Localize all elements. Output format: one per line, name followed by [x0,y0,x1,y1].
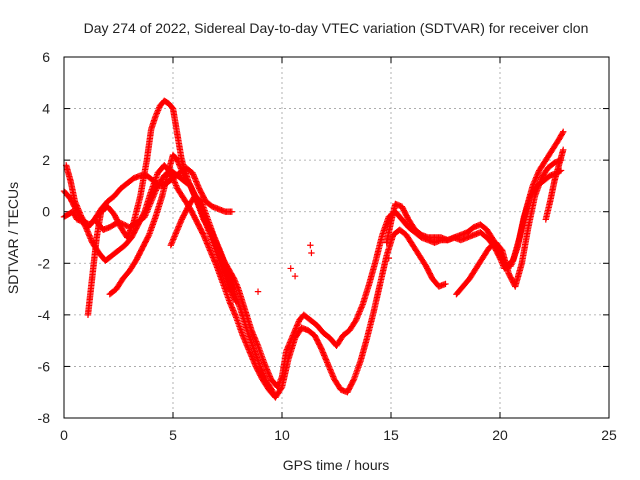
data-point [169,237,176,245]
data-point [171,233,178,240]
data-point [269,387,276,395]
data-point [172,180,179,188]
data-point [559,129,566,137]
series-track-g [383,128,567,270]
data-point [287,265,294,272]
data-point [385,254,393,262]
data-point [228,208,236,215]
data-point [145,233,152,240]
data-point [153,110,161,117]
series-isolated-points [254,242,393,295]
data-point [350,377,357,384]
data-point [168,239,176,246]
y-tick-label: 0 [42,204,50,220]
data-point [277,385,285,392]
x-tick-label: 15 [383,427,399,443]
data-point [171,179,179,186]
data-point [152,188,159,196]
data-point [307,242,314,249]
data-point [152,111,160,119]
data-point [442,280,449,288]
y-axis-label: SDTVAR / TECUs [5,182,21,294]
data-point [170,236,177,243]
y-tick-label: -6 [38,358,51,374]
x-tick-label: 10 [274,427,290,443]
x-tick-label: 0 [60,427,68,443]
data-point [153,185,160,193]
data-point [150,191,158,198]
data-point [151,190,158,197]
plot-frame [63,56,610,419]
x-tick-label: 20 [492,427,508,443]
y-tick-label: 4 [42,101,50,117]
data-point [152,113,159,120]
series-track-i [542,146,567,223]
chart-title: Day 274 of 2022, Sidereal Day-to-day VTE… [84,20,589,36]
data-point [170,234,178,242]
x-axis-label: GPS time / hours [283,457,390,473]
series-track-f [167,193,277,396]
data-point [168,240,175,247]
y-tick-label: 6 [42,49,50,65]
series-track-h [453,156,565,298]
data-point [172,182,180,189]
data-point [291,272,299,280]
y-tick-label: -2 [38,255,51,271]
data-point [560,128,567,135]
x-tick-label: 5 [169,427,177,443]
y-tick-label: -4 [38,307,51,323]
data-point [173,183,180,191]
data-point [167,242,175,249]
x-tick-label: 25 [601,427,617,443]
data-point [560,146,567,154]
data-point [154,107,162,114]
y-tick-label: 2 [42,152,50,168]
data-point [154,108,161,116]
data-point [155,105,162,113]
data-point [254,288,262,295]
data-point [308,249,315,257]
data-point [152,187,160,194]
data-point [140,209,148,217]
y-tick-label: -8 [38,410,51,426]
grid [64,57,609,418]
data-point [270,389,277,396]
data-points [60,97,567,401]
